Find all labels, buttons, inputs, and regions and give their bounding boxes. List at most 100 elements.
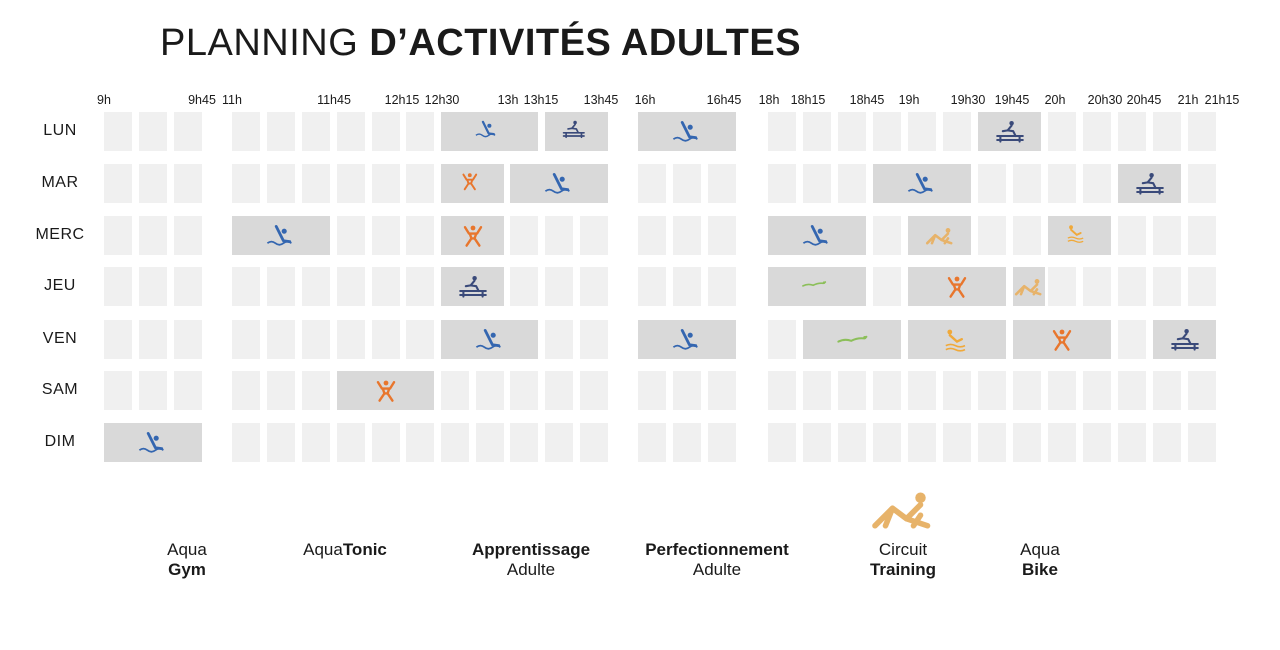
activity-block-aquagym[interactable] <box>873 164 971 203</box>
activity-block-aquabike[interactable] <box>1153 320 1216 359</box>
time-label: 16h45 <box>706 93 742 107</box>
activity-block-aquagym[interactable] <box>768 216 866 255</box>
schedule-cell <box>104 164 132 203</box>
time-label: 19h30 <box>950 93 986 107</box>
activity-block-apprentissage[interactable] <box>803 320 901 359</box>
schedule-cell <box>1118 320 1146 359</box>
activity-block-aquagym[interactable] <box>638 320 736 359</box>
schedule-cell <box>1153 423 1181 462</box>
schedule-cell <box>1153 267 1181 306</box>
circuit-training-icon <box>813 480 993 540</box>
legend-item-perfectionnement: Perfectionnement Adulte <box>627 480 807 580</box>
schedule-cell <box>803 112 831 151</box>
schedule-cell <box>673 423 701 462</box>
schedule-cell <box>580 423 608 462</box>
schedule-cell <box>638 423 666 462</box>
activity-block-aquagym[interactable] <box>441 320 538 359</box>
aquagym-icon <box>266 224 292 246</box>
activity-block-aquagym[interactable] <box>104 423 202 462</box>
schedule-cell <box>1118 216 1146 255</box>
aquatonic-icon <box>463 225 482 247</box>
schedule-cell <box>873 371 901 410</box>
legend-perfectionnement-line1: Perfectionnement <box>645 540 789 559</box>
activity-block-aquabike[interactable] <box>545 112 608 151</box>
time-label: 20h <box>1044 93 1066 107</box>
schedule-cell <box>232 267 260 306</box>
schedule-cell <box>768 371 796 410</box>
aquagym-icon <box>672 120 698 142</box>
activity-block-circuit[interactable] <box>908 216 971 255</box>
schedule-cell <box>838 164 866 203</box>
activity-block-aquatonic[interactable] <box>1013 320 1111 359</box>
legend-aquabike-line1: Aqua <box>1020 540 1060 559</box>
schedule-cell <box>943 423 971 462</box>
time-label: 20h45 <box>1126 93 1162 107</box>
schedule-cell <box>337 216 365 255</box>
activity-block-perfectionnement[interactable] <box>908 320 1006 359</box>
schedule-cell <box>708 216 736 255</box>
time-label: 12h15 <box>384 93 420 107</box>
time-label: 13h <box>497 93 519 107</box>
activity-block-aquagym[interactable] <box>510 164 608 203</box>
activity-block-perfectionnement[interactable] <box>1048 216 1111 255</box>
activity-block-apprentissage[interactable] <box>768 267 866 306</box>
legend-item-aquabike: Aqua Bike <box>950 480 1130 580</box>
time-label: 18h45 <box>849 93 885 107</box>
schedule-cell <box>1048 267 1076 306</box>
apprentissage-icon <box>441 480 621 540</box>
schedule-cell <box>232 423 260 462</box>
activity-block-aquabike[interactable] <box>978 112 1041 151</box>
activity-block-aquagym[interactable] <box>638 112 736 151</box>
perfectionnement-icon <box>627 480 807 540</box>
schedule-cell <box>441 371 469 410</box>
time-label: 21h <box>1177 93 1199 107</box>
schedule-cell <box>406 423 434 462</box>
aquagym-icon <box>138 431 164 453</box>
schedule-cell <box>978 371 1006 410</box>
schedule-cell <box>1188 267 1216 306</box>
schedule-cell <box>768 320 796 359</box>
schedule-cell <box>406 320 434 359</box>
schedule-cell <box>545 216 573 255</box>
schedule-cell <box>978 216 1006 255</box>
legend-apprentissage-line2: Adulte <box>506 560 556 579</box>
schedule-cell <box>1188 423 1216 462</box>
schedule-cell <box>232 371 260 410</box>
activity-block-aquabike[interactable] <box>1118 164 1181 203</box>
time-label: 20h30 <box>1087 93 1123 107</box>
activity-block-aquagym[interactable] <box>441 112 538 151</box>
schedule-cell <box>104 371 132 410</box>
activity-block-aquabike[interactable] <box>441 267 504 306</box>
activity-block-aquatonic[interactable] <box>908 267 1006 306</box>
schedule-cell <box>1083 267 1111 306</box>
schedule-cell <box>1048 371 1076 410</box>
title-light: PLANNING <box>160 22 370 64</box>
schedule-cell <box>302 423 330 462</box>
day-label: DIM <box>44 433 76 450</box>
activity-block-aquagym[interactable] <box>232 216 330 255</box>
title-bold: D’ACTIVITÉS ADULTES <box>369 22 802 64</box>
time-label: 19h <box>898 93 920 107</box>
schedule-cell <box>908 423 936 462</box>
schedule-cell <box>673 371 701 410</box>
schedule-cell <box>1083 371 1111 410</box>
aquabike-icon <box>562 120 585 138</box>
activity-block-aquatonic[interactable] <box>337 371 434 410</box>
aquatonic-icon <box>376 380 395 402</box>
aquagym-icon <box>474 120 496 137</box>
time-label: 18h <box>758 93 780 107</box>
schedule-cell <box>768 112 796 151</box>
legend-aquatonic-line2: Tonic <box>342 540 387 559</box>
schedule-cell <box>1188 216 1216 255</box>
schedule-cell <box>510 423 538 462</box>
schedule-cell <box>1083 164 1111 203</box>
activity-block-aquatonic[interactable] <box>441 216 504 255</box>
schedule-cell <box>104 216 132 255</box>
schedule-cell <box>1083 423 1111 462</box>
schedule-cell <box>708 267 736 306</box>
activity-block-circuit[interactable] <box>1013 267 1045 306</box>
schedule-cell <box>302 320 330 359</box>
schedule-cell <box>302 112 330 151</box>
activity-block-aquatonic[interactable] <box>441 164 504 203</box>
time-label: 13h15 <box>523 93 559 107</box>
